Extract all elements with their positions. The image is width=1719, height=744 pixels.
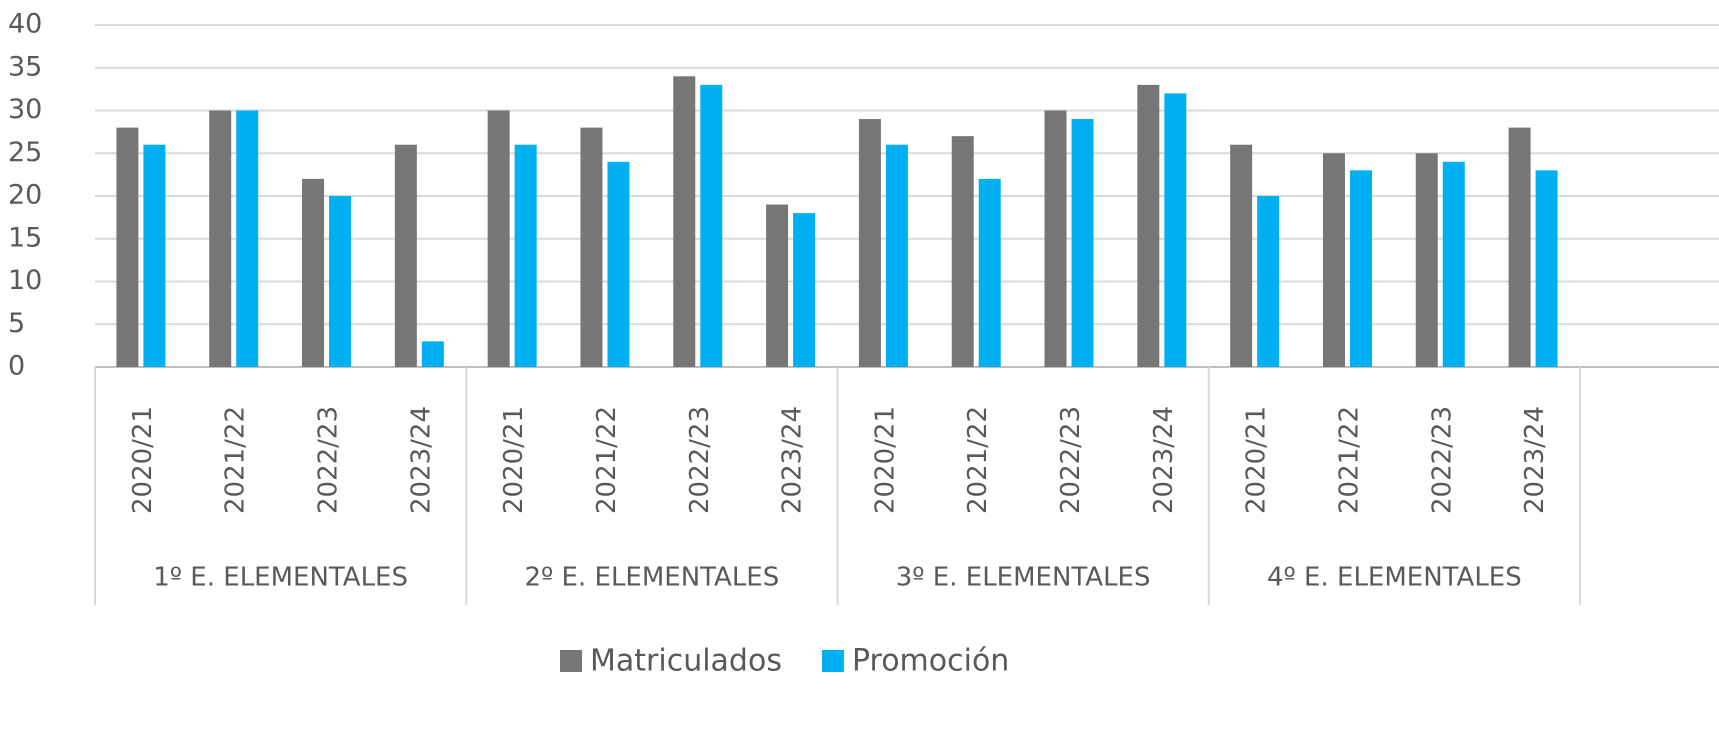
bar xyxy=(858,119,881,367)
legend-swatch xyxy=(821,650,844,672)
bar xyxy=(1349,170,1372,367)
y-tick-label: 25 xyxy=(8,137,42,168)
bar xyxy=(978,178,1001,367)
bar xyxy=(1137,84,1160,367)
bar xyxy=(209,110,232,367)
bar xyxy=(1230,144,1253,367)
x-tick-label: 2022/23 xyxy=(685,406,715,514)
x-tick-label: 2021/22 xyxy=(1334,406,1364,514)
bar xyxy=(394,144,417,367)
group-label: 3º E. ELEMENTALES xyxy=(896,563,1151,593)
bar xyxy=(302,178,325,367)
bar xyxy=(1322,153,1345,367)
x-tick-label: 2023/24 xyxy=(778,406,808,514)
bar xyxy=(793,213,816,367)
bar xyxy=(1044,110,1067,367)
bar xyxy=(1257,196,1280,367)
legend-label: Promoción xyxy=(852,644,1009,679)
bar xyxy=(766,204,789,367)
group-label: 4º E. ELEMENTALES xyxy=(1267,563,1522,593)
bar xyxy=(1508,127,1531,367)
y-tick-label: 20 xyxy=(8,180,42,211)
bar xyxy=(700,84,723,367)
bar xyxy=(514,144,537,367)
x-tick-label: 2023/24 xyxy=(1149,406,1179,514)
bar xyxy=(1415,153,1438,367)
bar xyxy=(329,196,352,367)
bar xyxy=(487,110,510,367)
y-tick-label: 15 xyxy=(8,222,42,253)
legend-swatch xyxy=(560,650,582,672)
bar xyxy=(116,127,139,367)
x-tick-label: 2020/21 xyxy=(128,406,158,514)
bar xyxy=(1535,170,1558,367)
x-tick-label: 2020/21 xyxy=(870,406,900,514)
x-tick-label: 2022/23 xyxy=(1056,406,1086,514)
bar xyxy=(143,144,166,367)
y-tick-label: 40 xyxy=(8,9,42,40)
y-tick-label: 10 xyxy=(8,265,42,296)
bar xyxy=(885,144,908,367)
x-tick-label: 2021/22 xyxy=(963,406,993,514)
bar xyxy=(673,76,696,368)
x-tick-label: 2022/23 xyxy=(314,406,344,514)
x-tick-label: 2023/24 xyxy=(1520,406,1550,514)
bar xyxy=(951,136,974,367)
y-tick-label: 35 xyxy=(8,51,42,82)
group-label: 1º E. ELEMENTALES xyxy=(153,563,408,593)
bar xyxy=(1164,93,1187,368)
y-tick-label: 5 xyxy=(8,308,25,339)
bar xyxy=(421,341,444,367)
bar xyxy=(1442,161,1465,367)
x-tick-label: 2020/21 xyxy=(499,406,529,514)
y-tick-label: 30 xyxy=(8,94,42,125)
bar xyxy=(607,161,630,367)
x-tick-label: 2020/21 xyxy=(1242,406,1272,514)
x-tick-label: 2023/24 xyxy=(406,406,436,514)
x-tick-label: 2021/22 xyxy=(221,406,251,514)
x-tick-label: 2022/23 xyxy=(1427,406,1457,514)
y-tick-label: 0 xyxy=(8,351,25,382)
bar xyxy=(236,110,259,367)
bar xyxy=(580,127,603,367)
group-label: 2º E. ELEMENTALES xyxy=(525,563,780,593)
legend: Matriculados Promoción xyxy=(560,644,1009,679)
x-tick-label: 2021/22 xyxy=(592,406,622,514)
legend-label: Matriculados xyxy=(590,644,782,679)
bar xyxy=(1071,119,1094,367)
